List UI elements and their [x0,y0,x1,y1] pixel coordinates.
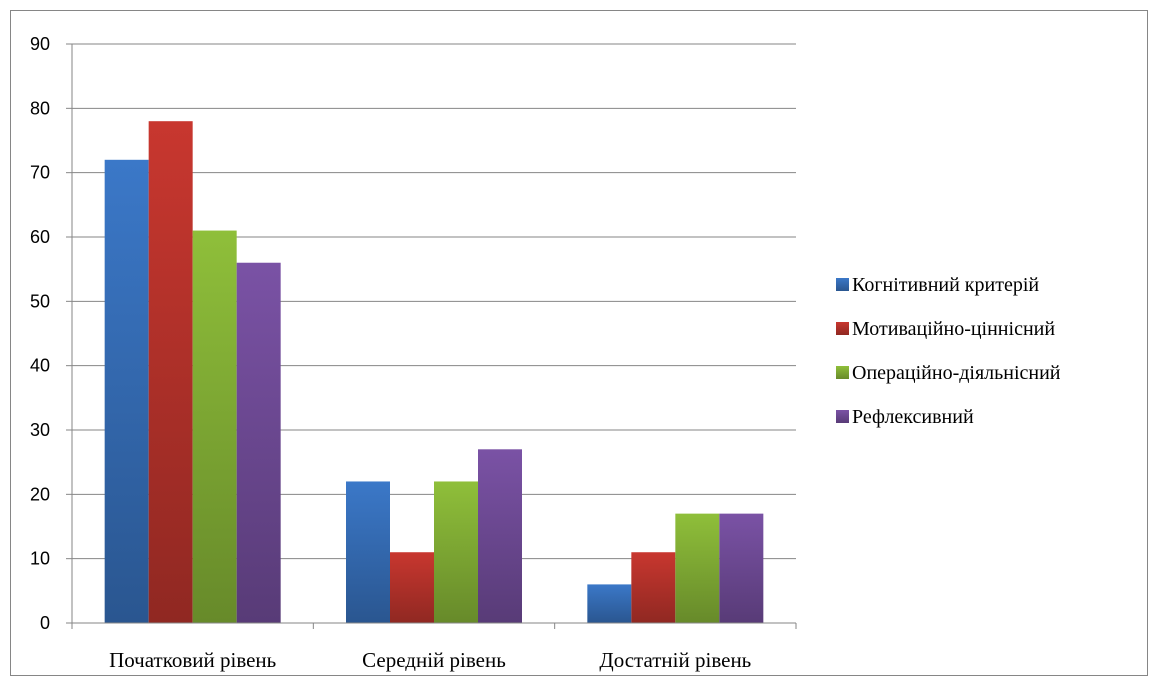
legend-swatch-мотиваційно-ціннісний [836,322,849,335]
y-tick-label: 10 [30,549,50,569]
y-tick-label: 40 [30,356,50,376]
bar-когнітивний-критерій-1 [104,159,149,624]
x-category-label: Початковий рівень [109,648,276,672]
y-tick-label: 60 [30,227,50,247]
y-tick-label: 50 [30,291,50,311]
y-tick-label: 0 [40,613,50,633]
y-axis-ticks: 0 10 20 30 40 50 60 70 80 90 [30,34,72,633]
legend-label: Операційно-діяльнісний [852,362,1061,384]
legend-swatch-когнітивний-критерій [836,278,849,291]
bar-когнітивний-критерій-3 [587,584,632,623]
bar-мотиваційно-ціннісний-2 [390,552,434,623]
y-tick-label: 20 [30,484,50,504]
bar-мотиваційно-ціннісний-3 [631,552,676,623]
x-axis-labels: Початковий рівень Середній рівень Достатні… [109,648,751,672]
bar-рефлексивний-1 [236,262,281,623]
legend-label: Мотиваційно-ціннісний [852,318,1055,340]
y-tick-label: 30 [30,420,50,440]
x-category-label: Середній рівень [362,648,506,672]
bar-мотиваційно-ціннісний-1 [148,121,193,623]
bar-операційно-діяльнісний-1 [192,230,237,624]
bar-операційно-діяльнісний-2 [434,481,478,623]
axes [71,44,797,629]
bar-операційно-діяльнісний-3 [675,513,720,623]
legend-swatch-операційно-діяльнісний [836,366,849,379]
legend-label: Рефлексивний [852,406,974,428]
y-tick-label: 70 [30,163,50,183]
bar-рефлексивний-3 [719,513,764,623]
y-tick-label: 80 [30,98,50,118]
x-category-label: Достатній рівень [599,648,751,672]
legend-swatch-рефлексивний [836,410,849,423]
legend-label: Когнітивний критерій [852,274,1039,296]
y-tick-label: 90 [30,34,50,54]
bar-когнітивний-критерій-2 [346,481,390,623]
legend: Когнітивний критерій Мотиваційно-ціннісни… [836,274,1061,428]
bars [104,121,764,624]
bar-рефлексивний-2 [478,449,522,623]
